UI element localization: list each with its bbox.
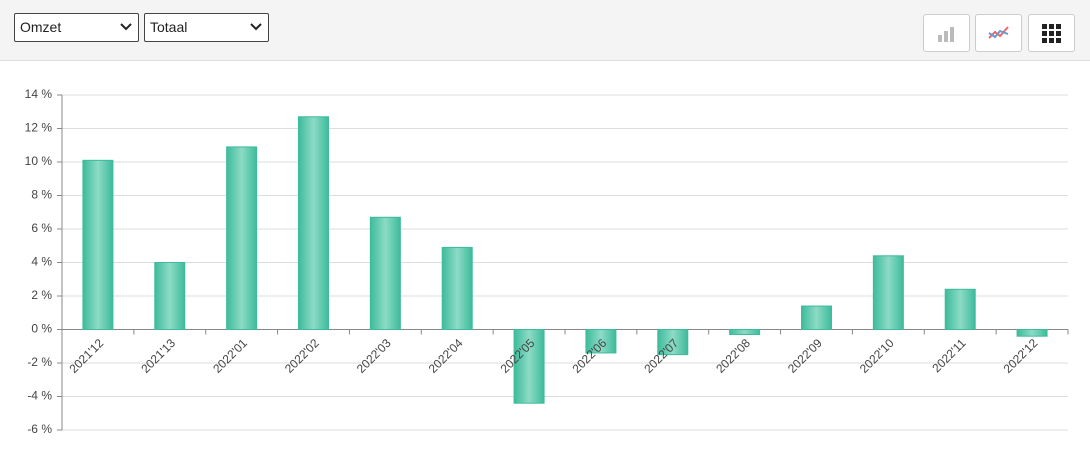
bar [585,329,617,354]
chart: -6 % -4 % -2 % 0 % 2 % 4 % 6 % 8 % 10 % 12 % 14 % 2… [25,87,1069,436]
bar [657,329,689,356]
y-tick-label: 8 % [31,188,52,202]
toolbar: Omzet Totaal [0,0,1090,61]
y-tick-label: -6 % [27,422,52,436]
x-tick-label: 2022'01 [210,336,250,376]
bar [226,146,258,330]
bar [154,262,186,330]
chevron [120,23,132,31]
y-tick-label: 4 % [31,255,52,269]
line-icon [988,26,1009,39]
y-tick-label: 10 % [25,154,53,168]
y-tick-label: 2 % [31,288,52,302]
line-chart-button[interactable] [975,14,1022,52]
metric-select[interactable]: Omzet [14,13,139,42]
bar [369,216,401,330]
bar-chart-button[interactable] [923,14,970,52]
x-tick-label: 2021'13 [138,336,178,376]
y-tick-label: 0 % [31,322,52,336]
x-tick-label: 2022'03 [354,336,394,376]
x-tick-label: 2022'02 [282,336,322,376]
y-tick-label: -2 % [27,355,52,369]
x-tick-label: 2022'11 [929,336,968,375]
x-tick-label: 2022'09 [785,336,825,376]
table-button[interactable] [1028,14,1075,52]
scope-select[interactable]: Totaal [144,13,269,42]
bar [298,116,329,331]
y-tick-label: -4 % [27,389,52,403]
y-tick-label: 6 % [31,221,52,235]
bar [82,159,114,330]
x-tick-label: 2022'08 [713,336,753,376]
y-tick-label: 12 % [25,121,53,135]
bar [441,246,473,330]
bar [729,329,761,336]
bar [944,288,976,331]
x-tick-label: 2022'04 [426,336,466,376]
bar [801,305,832,331]
x-tick-label: 2022'10 [857,336,897,376]
select-label: Omzet [20,19,62,35]
bar-icon [938,27,954,42]
select-label: Totaal [150,19,188,35]
y-tick-label: 14 % [25,87,53,101]
bar [1016,329,1048,337]
grid-icon [1042,24,1061,43]
bar [872,255,904,330]
chevron [250,23,262,31]
bar [513,329,545,404]
x-tick-label: 2021'12 [66,336,106,376]
x-tick-label: 2022'12 [1001,336,1041,376]
